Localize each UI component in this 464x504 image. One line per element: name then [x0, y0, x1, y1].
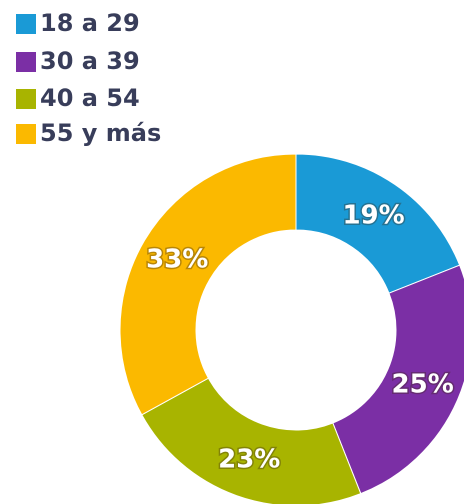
- data-label: 25%: [392, 369, 454, 399]
- data-label: 23%: [218, 444, 280, 474]
- slice: [295, 153, 461, 294]
- legend-swatch: [16, 89, 36, 109]
- legend-label: 40 a 54: [40, 84, 140, 112]
- slice: [119, 153, 297, 416]
- legend-swatch: [16, 52, 36, 72]
- legend-swatch: [16, 14, 36, 34]
- legend-label: 55 y más: [40, 119, 161, 147]
- data-label: 33%: [146, 244, 208, 274]
- legend-label: 18 a 29: [40, 9, 140, 37]
- slice: [332, 264, 464, 495]
- legend-label: 30 a 39: [40, 47, 140, 75]
- data-label: 19%: [342, 200, 404, 230]
- legend-swatch: [16, 124, 36, 144]
- slice: [141, 377, 362, 504]
